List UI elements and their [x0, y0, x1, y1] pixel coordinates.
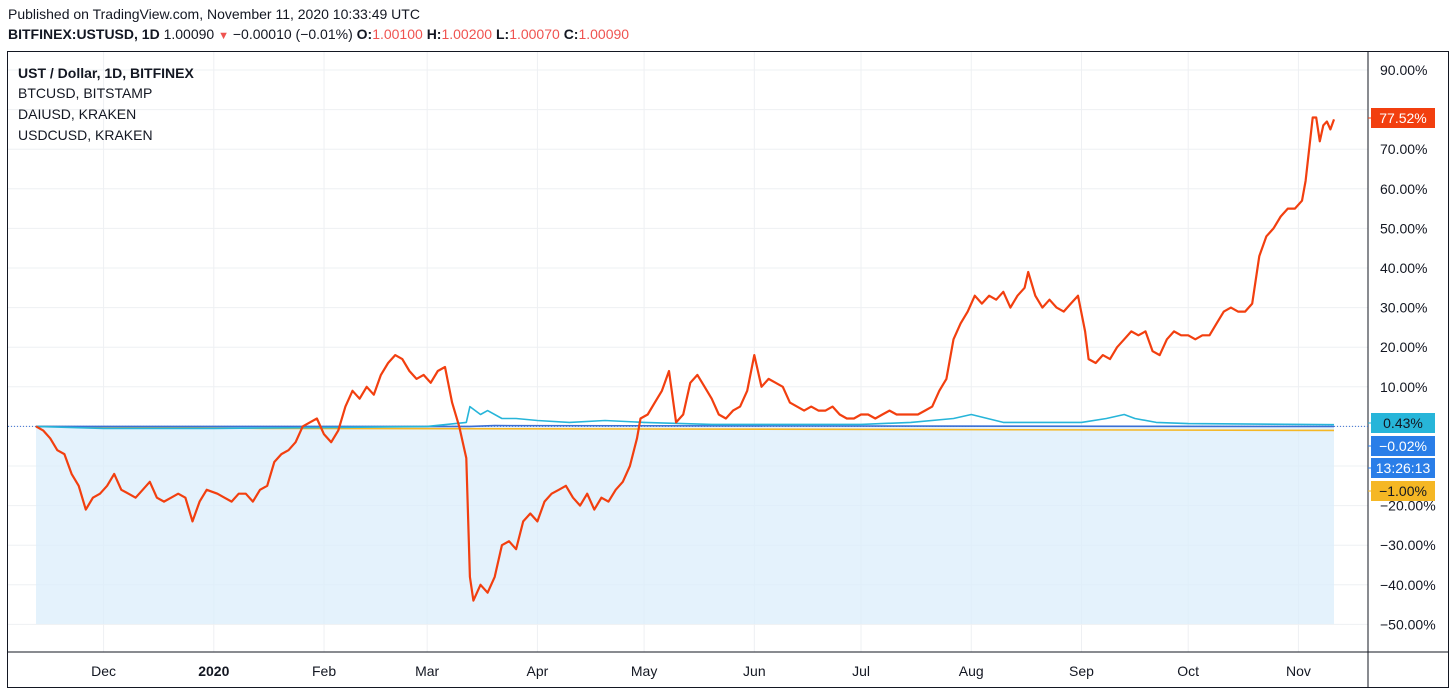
low-label: L:	[495, 26, 510, 42]
x-tick-label: Nov	[1286, 663, 1311, 679]
tag-btcusd-text: 77.52%	[1379, 110, 1426, 126]
legend-usdcusd[interactable]: USDCUSD, KRAKEN	[18, 127, 153, 143]
tag-daiusd-bg	[1371, 413, 1435, 433]
price-change: −0.00010 (−0.01%)	[232, 26, 353, 42]
x-tick-label: Apr	[527, 663, 549, 679]
tag-ust-bg	[1371, 436, 1435, 456]
tag-ust-text: −0.02%	[1379, 438, 1427, 454]
x-tick-label: 2020	[198, 663, 229, 679]
y-tick-label: 40.00%	[1380, 260, 1427, 276]
published-line: Published on TradingView.com, November 1…	[8, 6, 420, 22]
y-tick-label: −20.00%	[1380, 498, 1436, 514]
y-tick-label: 90.00%	[1380, 62, 1427, 78]
y-tick-label: −30.00%	[1380, 537, 1436, 553]
y-tick-label: 30.00%	[1380, 300, 1427, 316]
last-price: 1.00090	[163, 26, 215, 42]
legend-daiusd[interactable]: DAIUSD, KRAKEN	[18, 106, 137, 122]
high-label: H:	[426, 26, 442, 42]
baseline-fill	[36, 426, 1334, 624]
x-tick-label: Sep	[1069, 663, 1094, 679]
x-tick-label: Jul	[852, 663, 870, 679]
chart-frame[interactable]	[7, 51, 1449, 688]
x-tick-label: Jun	[743, 663, 766, 679]
y-tick-label: −50.00%	[1380, 616, 1436, 632]
x-tick-label: Mar	[415, 663, 439, 679]
tag-countdown-bg	[1371, 458, 1435, 478]
tag-daiusd-text: 0.43%	[1383, 415, 1423, 431]
close-value: 1.00090	[578, 26, 630, 42]
y-tick-label: 10.00%	[1380, 379, 1427, 395]
low-value: 1.00070	[509, 26, 560, 42]
series-line-daiusd	[35, 405, 1335, 430]
legend-ust[interactable]: UST / Dollar, 1D, BITFINEX	[18, 65, 194, 81]
open-value: 1.00100	[372, 26, 423, 42]
x-tick-label: Oct	[1177, 663, 1199, 679]
x-tick-label: Dec	[91, 663, 116, 679]
series-line-ustdollar	[36, 424, 1335, 428]
legend-btcusd[interactable]: BTCUSD, BITSTAMP	[18, 85, 153, 101]
close-label: C:	[563, 26, 579, 42]
x-tick-label: May	[631, 663, 657, 679]
symbol-label: BITFINEX:USTUSD, 1D	[8, 26, 160, 42]
tag-countdown-text: 13:26:13	[1376, 460, 1431, 476]
down-triangle-icon: ▼	[218, 30, 229, 42]
y-tick-label: −40.00%	[1380, 577, 1436, 593]
high-value: 1.00200	[441, 26, 493, 42]
y-tick-label: 70.00%	[1380, 141, 1427, 157]
series-line-usdcusd	[35, 425, 1335, 432]
x-tick-label: Feb	[312, 663, 336, 679]
quote-line: BITFINEX:USTUSD, 1D 1.00090 ▼ −0.00010 (…	[8, 26, 629, 42]
y-tick-label: 20.00%	[1380, 339, 1427, 355]
tag-usdcusd-text: −1.00%	[1379, 483, 1427, 499]
tag-btcusd-bg	[1371, 108, 1435, 128]
y-tick-label: 60.00%	[1380, 181, 1427, 197]
series-line-btcusd	[35, 116, 1336, 602]
x-tick-label: Aug	[959, 663, 984, 679]
open-label: O:	[356, 26, 373, 42]
y-tick-label: 50.00%	[1380, 220, 1427, 236]
tag-usdcusd-bg	[1371, 481, 1435, 501]
